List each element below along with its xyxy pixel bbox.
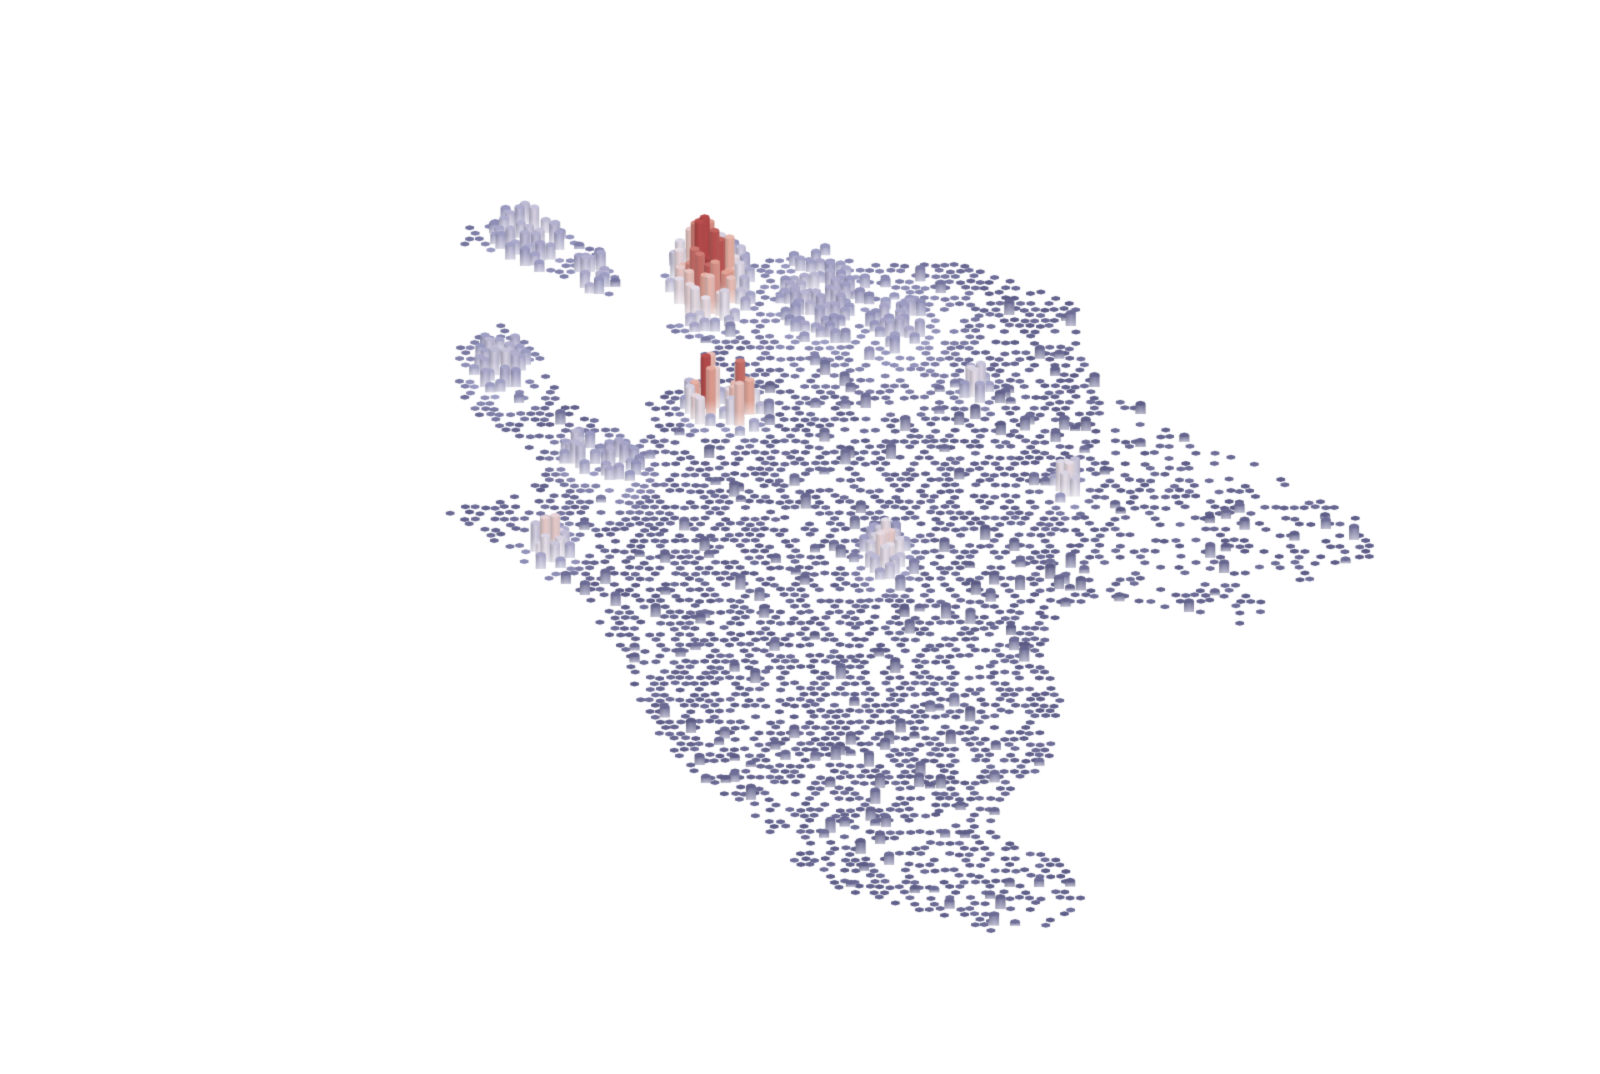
- map-viewport[interactable]: [0, 0, 1600, 1074]
- hexagon-layer-canvas[interactable]: [0, 0, 1600, 1074]
